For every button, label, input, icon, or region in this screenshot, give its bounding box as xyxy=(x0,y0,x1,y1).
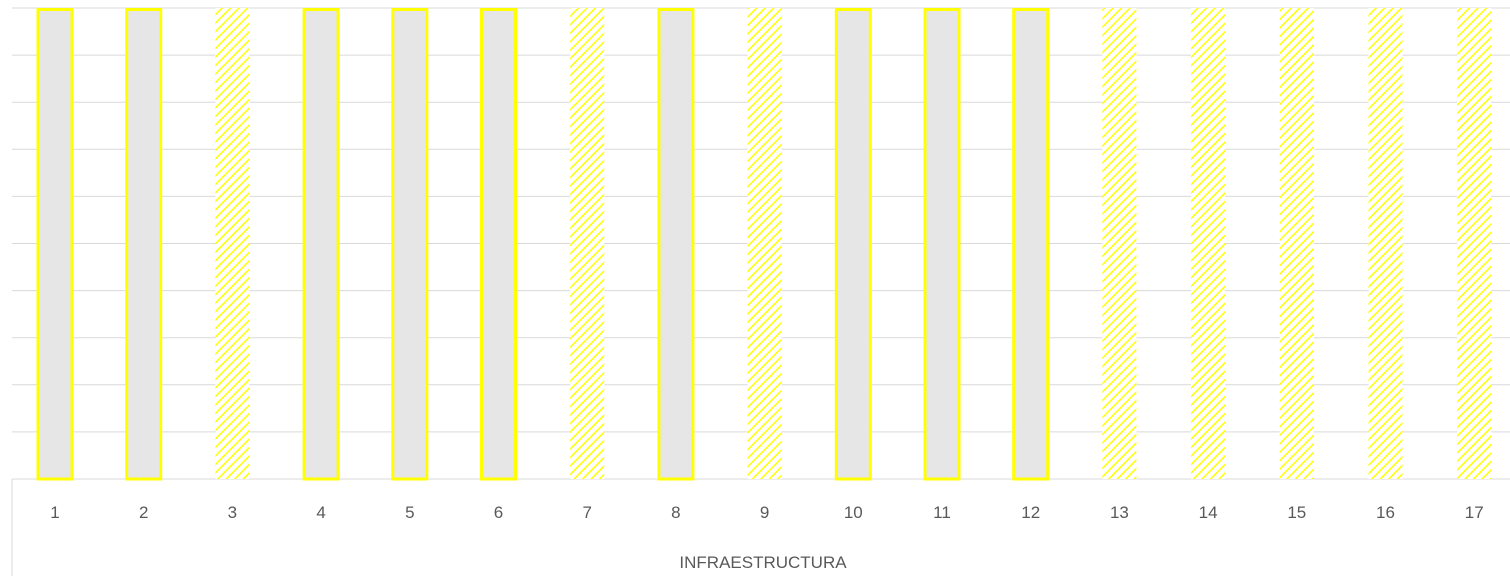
x-tick-label-15: 15 xyxy=(1287,503,1306,522)
x-tick-label-10: 10 xyxy=(844,503,863,522)
bar-solid-5 xyxy=(391,8,429,481)
bar-hatched-17 xyxy=(1457,8,1492,479)
bar-hatched-7 xyxy=(570,8,605,479)
bar-solid-4 xyxy=(302,8,340,481)
bar-solid-11 xyxy=(923,8,961,481)
x-tick-label-9: 9 xyxy=(760,503,769,522)
bar-solid-2 xyxy=(125,8,163,481)
x-tick-label-13: 13 xyxy=(1110,503,1129,522)
bars xyxy=(36,8,1492,481)
x-tick-label-4: 4 xyxy=(316,503,325,522)
x-tick-label-11: 11 xyxy=(933,503,951,522)
x-tick-label-6: 6 xyxy=(494,503,503,522)
x-tick-label-2: 2 xyxy=(139,503,148,522)
bar-solid-12 xyxy=(1012,8,1050,481)
bar-hatched-16 xyxy=(1368,8,1403,479)
bar-hatched-15 xyxy=(1279,8,1314,479)
bar-solid-6 xyxy=(480,8,517,481)
x-tick-label-14: 14 xyxy=(1199,503,1218,522)
x-tick-label-7: 7 xyxy=(582,503,591,522)
bar-hatched-3 xyxy=(215,8,250,479)
bar-hatched-13 xyxy=(1102,8,1137,479)
x-tick-label-3: 3 xyxy=(228,503,237,522)
x-tick-label-1: 1 xyxy=(50,503,59,522)
x-tick-label-5: 5 xyxy=(405,503,414,522)
x-tick-labels: 1 2 3 4 5 6 7 8 9 10 11 12 13 14 15 16 17 xyxy=(50,503,1483,522)
x-tick-label-16: 16 xyxy=(1376,503,1395,522)
bar-solid-8 xyxy=(657,8,695,481)
x-tick-label-12: 12 xyxy=(1021,503,1040,522)
bar-hatched-9 xyxy=(747,8,782,479)
bar-hatched-14 xyxy=(1191,8,1226,479)
x-tick-label-8: 8 xyxy=(671,503,680,522)
x-tick-label-17: 17 xyxy=(1465,503,1484,522)
bar-solid-1 xyxy=(36,8,74,481)
bar-solid-10 xyxy=(834,8,872,481)
x-axis-title: INFRAESTRUCTURA xyxy=(679,553,847,572)
